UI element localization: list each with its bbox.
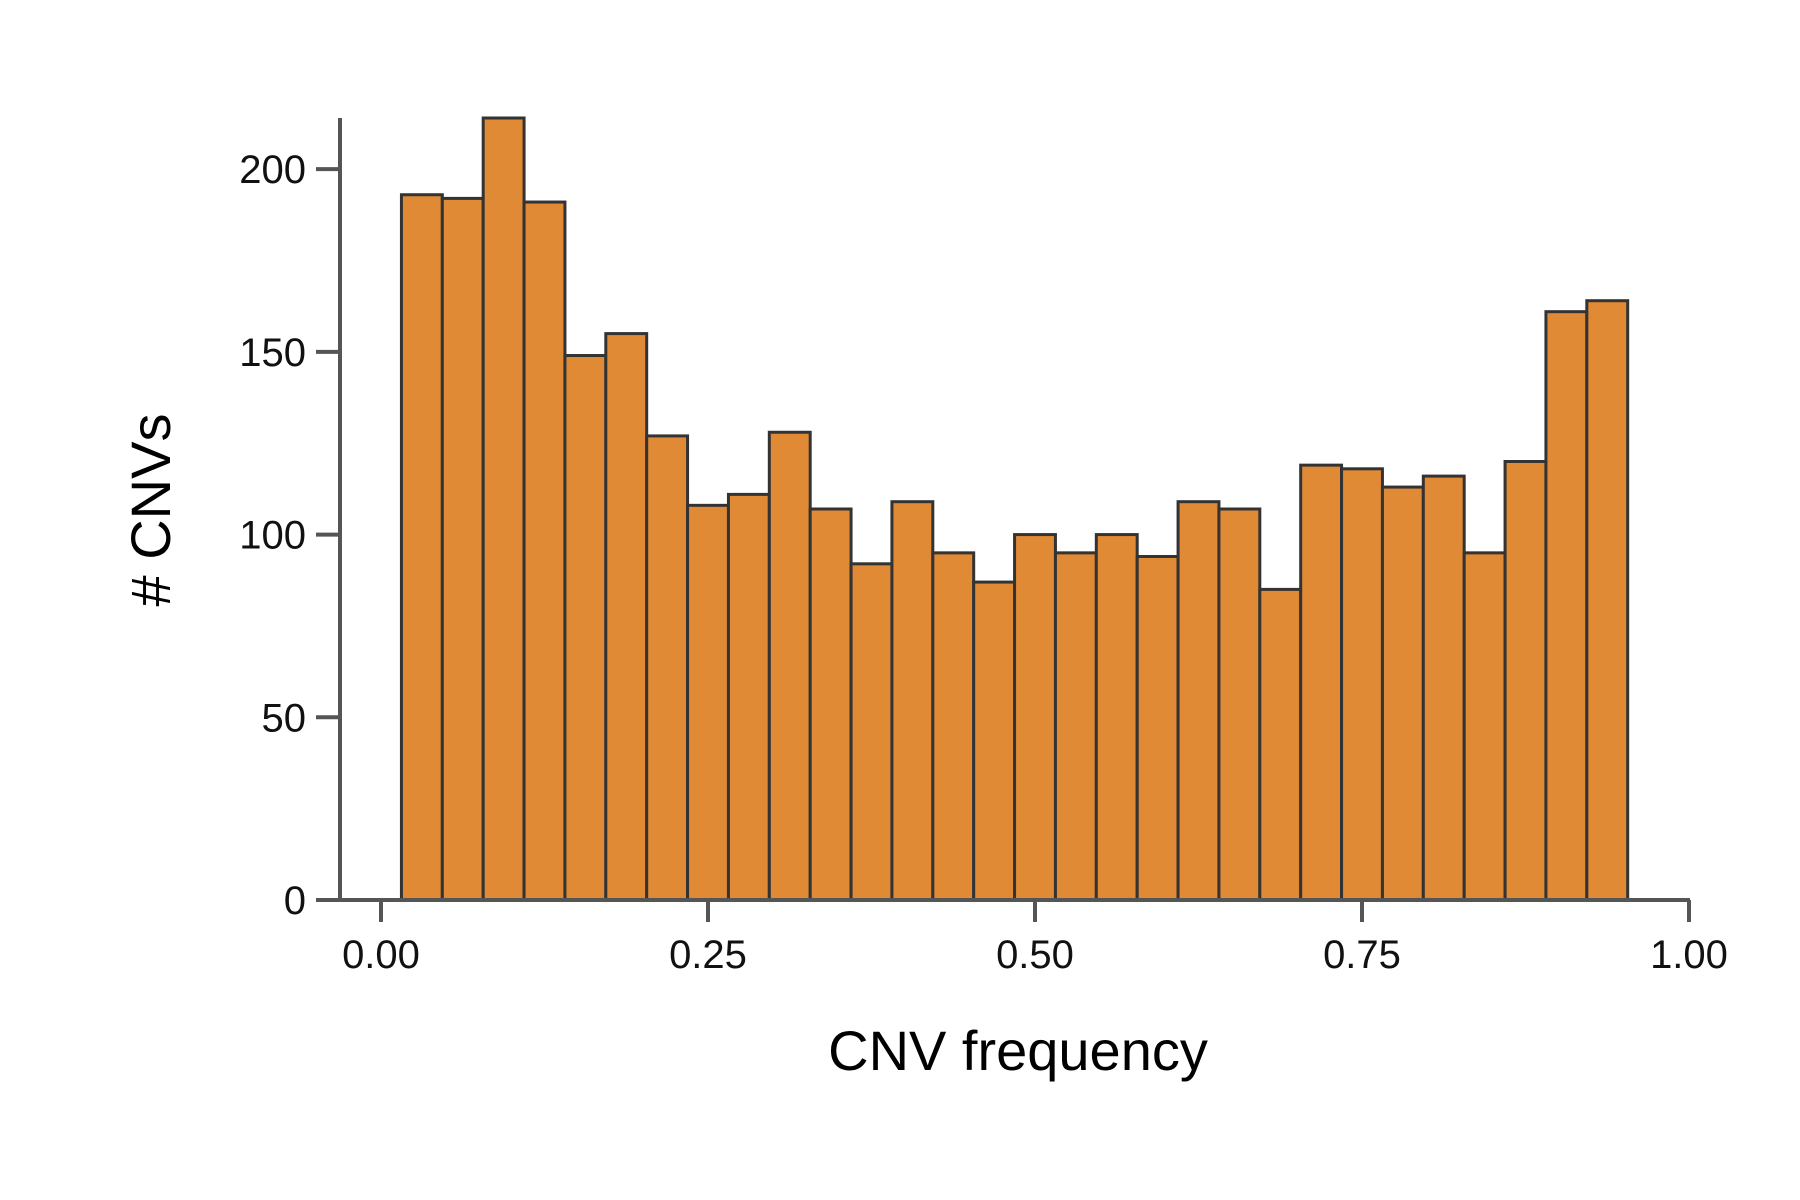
x-tick-label: 0.00: [342, 933, 420, 977]
histogram-bar: [1380, 485, 1425, 902]
histogram-bar: [481, 116, 526, 902]
histogram-bar: [931, 551, 976, 902]
x-tick-label: 0.25: [669, 933, 747, 977]
histogram-bar: [808, 507, 853, 902]
axes: [338, 118, 1690, 902]
histogram-bar: [563, 354, 608, 902]
x-tick-label: 0.75: [1323, 933, 1401, 977]
histogram-bar: [1503, 459, 1548, 902]
histogram-bar: [1053, 551, 1098, 902]
histogram-bar: [1013, 533, 1057, 902]
y-tick-label: 100: [239, 514, 306, 558]
histogram-bar: [726, 492, 771, 902]
ticks: 0 50 100 150 200 0.00 0.25 0.50 0.75 1.00: [239, 148, 1728, 977]
histogram-bar: [767, 430, 812, 902]
y-tick-label: 200: [239, 148, 306, 192]
histogram-bar: [972, 580, 1017, 902]
histogram-bar: [604, 332, 649, 902]
histogram-bar: [1544, 310, 1589, 902]
histogram-bar: [1176, 500, 1221, 902]
histogram-bar: [1421, 474, 1466, 902]
histogram-bar: [440, 196, 485, 902]
histogram-bar: [1135, 555, 1180, 902]
histogram-bar: [686, 503, 730, 902]
histogram-bar: [1462, 551, 1507, 902]
y-tick-label: 50: [262, 696, 307, 740]
histogram-bar: [1299, 463, 1344, 902]
histogram-bar: [890, 500, 935, 902]
y-axis-title: # CNVs: [119, 414, 182, 607]
histogram-bar: [1585, 299, 1630, 902]
x-tick-label: 1.00: [1650, 933, 1728, 977]
y-tick-label: 150: [239, 331, 306, 375]
histogram-bar: [522, 200, 567, 902]
histogram-bar: [849, 562, 894, 902]
histogram-bar: [645, 434, 690, 902]
histogram-bar: [1340, 467, 1384, 902]
histogram-bar: [1094, 533, 1139, 902]
histogram-bar: [399, 193, 444, 902]
histogram-bar: [1217, 507, 1262, 902]
histogram-bar: [1258, 587, 1303, 902]
x-tick-label: 0.50: [996, 933, 1074, 977]
y-tick-label: 0: [284, 879, 306, 923]
histogram-bars: [399, 116, 1630, 902]
x-axis-title: CNV frequency: [828, 1019, 1208, 1082]
